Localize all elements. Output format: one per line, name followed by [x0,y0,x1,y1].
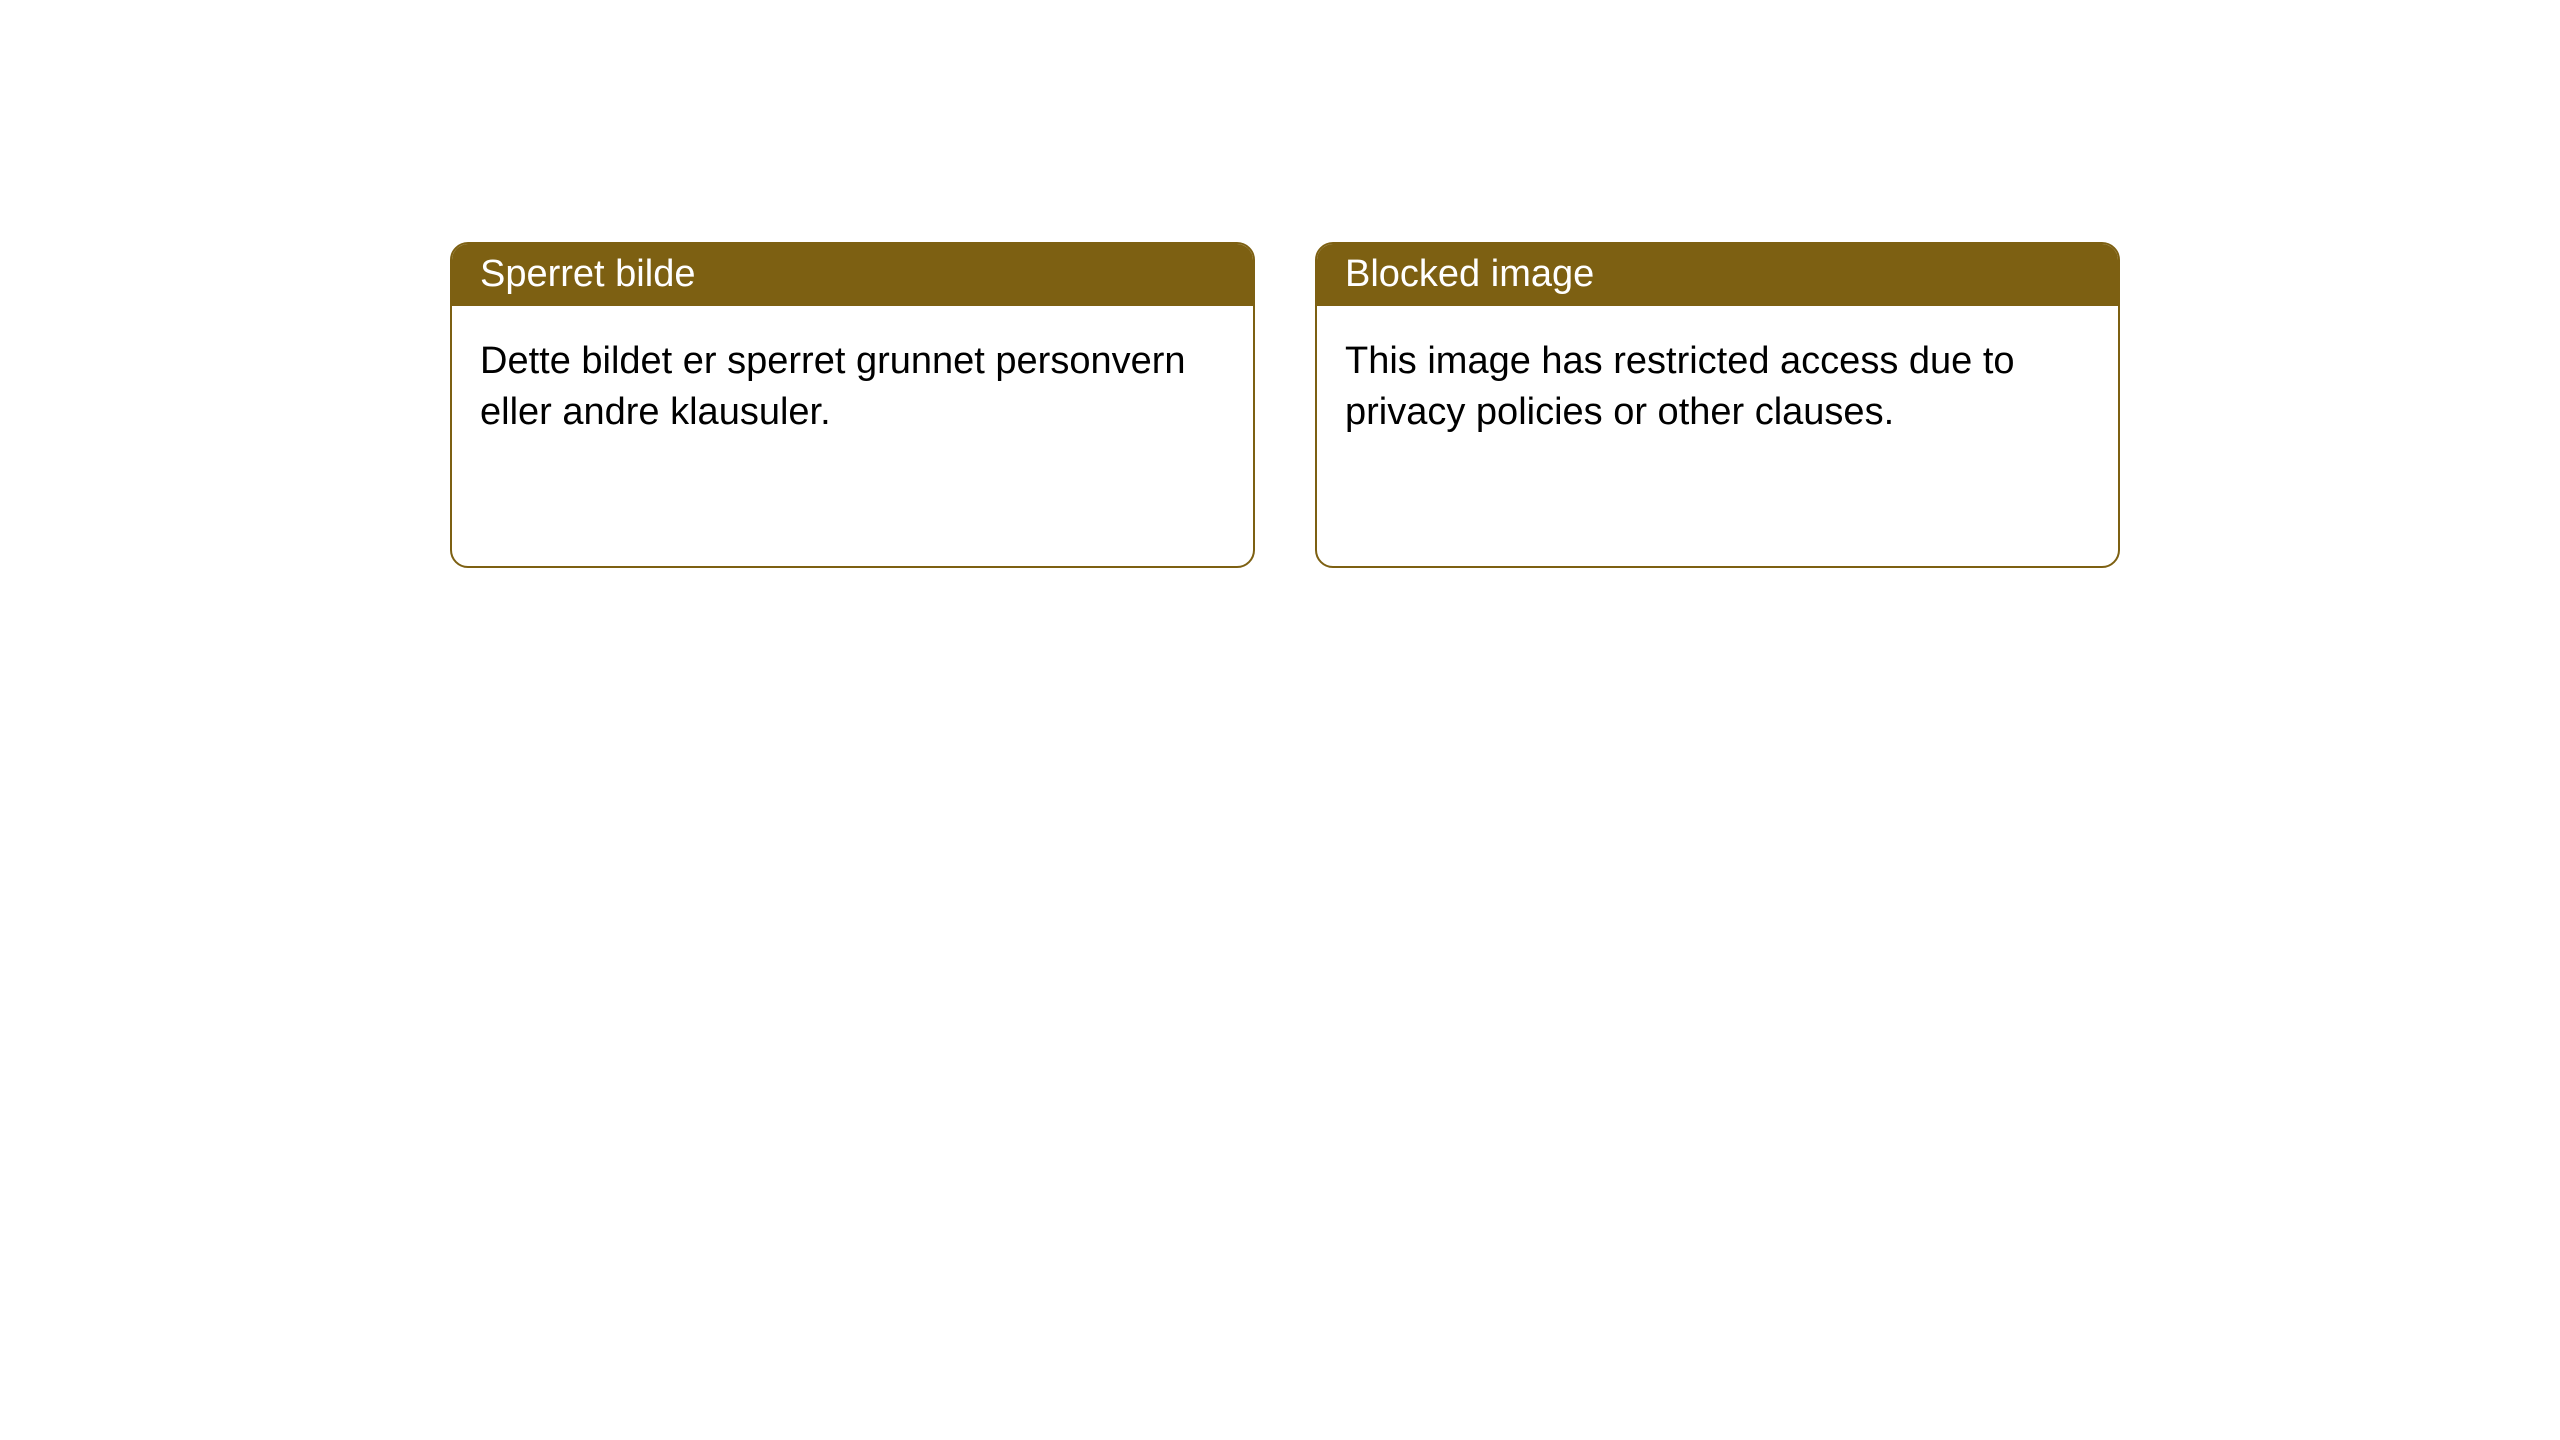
cards-container: Sperret bilde Dette bildet er sperret gr… [0,0,2560,568]
blocked-image-card-english: Blocked image This image has restricted … [1315,242,2120,568]
card-body: Dette bildet er sperret grunnet personve… [452,306,1253,566]
card-title: Sperret bilde [480,253,695,295]
card-title: Blocked image [1345,253,1594,295]
card-body: This image has restricted access due to … [1317,306,2118,566]
card-header: Sperret bilde [452,244,1253,306]
card-body-text: This image has restricted access due to … [1345,340,2015,433]
card-header: Blocked image [1317,244,2118,306]
card-body-text: Dette bildet er sperret grunnet personve… [480,340,1186,433]
blocked-image-card-norwegian: Sperret bilde Dette bildet er sperret gr… [450,242,1255,568]
